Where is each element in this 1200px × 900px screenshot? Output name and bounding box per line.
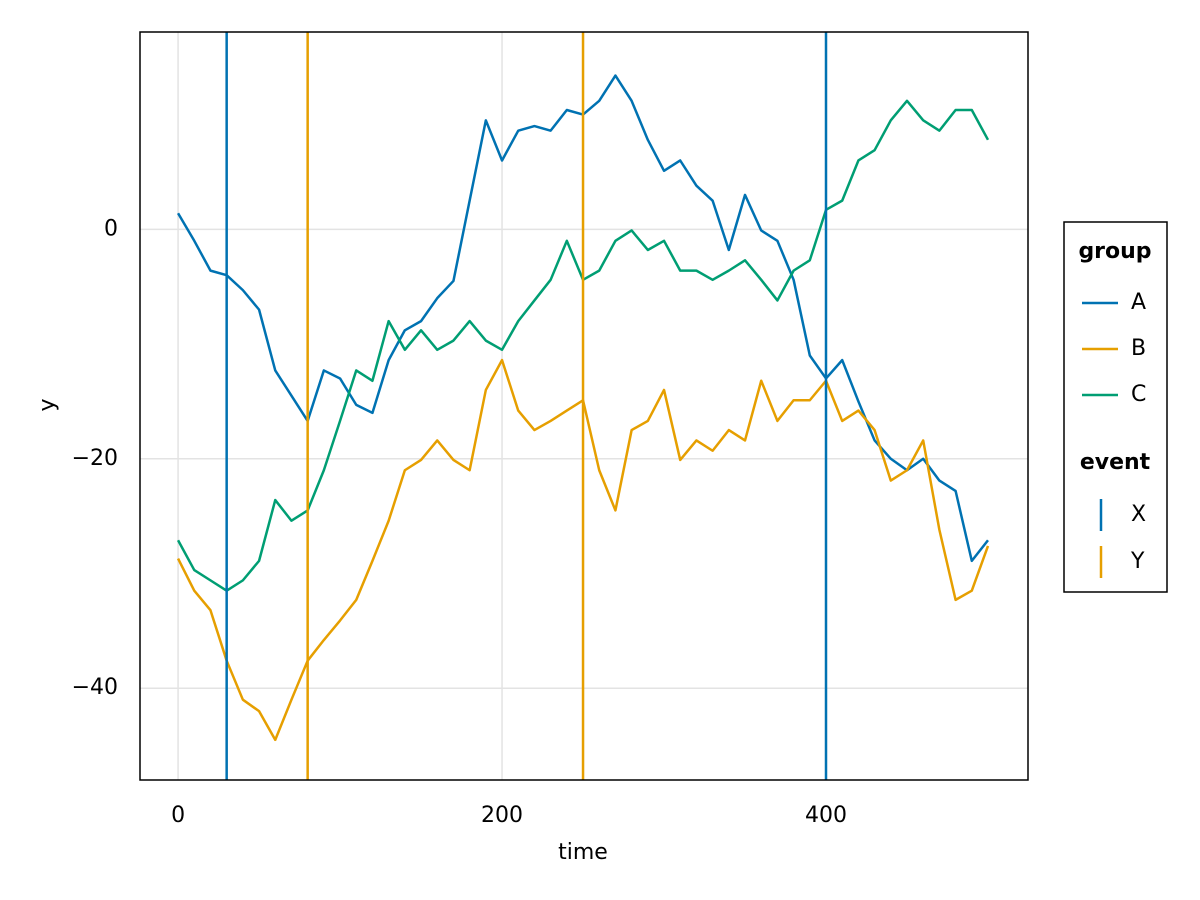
y-axis-label: y — [35, 398, 60, 411]
x-axis-label: time — [558, 840, 608, 865]
x-tick-label: 200 — [481, 803, 523, 828]
legend-label: Y — [1130, 549, 1145, 574]
legend-box — [1063, 221, 1168, 593]
plot-frame — [139, 31, 1029, 781]
x-tick-label: 0 — [171, 803, 185, 828]
x-tick-label: 400 — [805, 803, 847, 828]
legend-title: group — [1078, 239, 1151, 264]
legend-label: C — [1131, 382, 1146, 407]
legend-label: X — [1131, 502, 1146, 527]
legend-label: A — [1131, 290, 1146, 315]
y-tick-label: 0 — [104, 216, 118, 241]
y-tick-label: −20 — [72, 446, 118, 471]
legend-title: event — [1080, 450, 1151, 475]
y-tick-label: −40 — [72, 675, 118, 700]
legend-label: B — [1131, 336, 1146, 361]
